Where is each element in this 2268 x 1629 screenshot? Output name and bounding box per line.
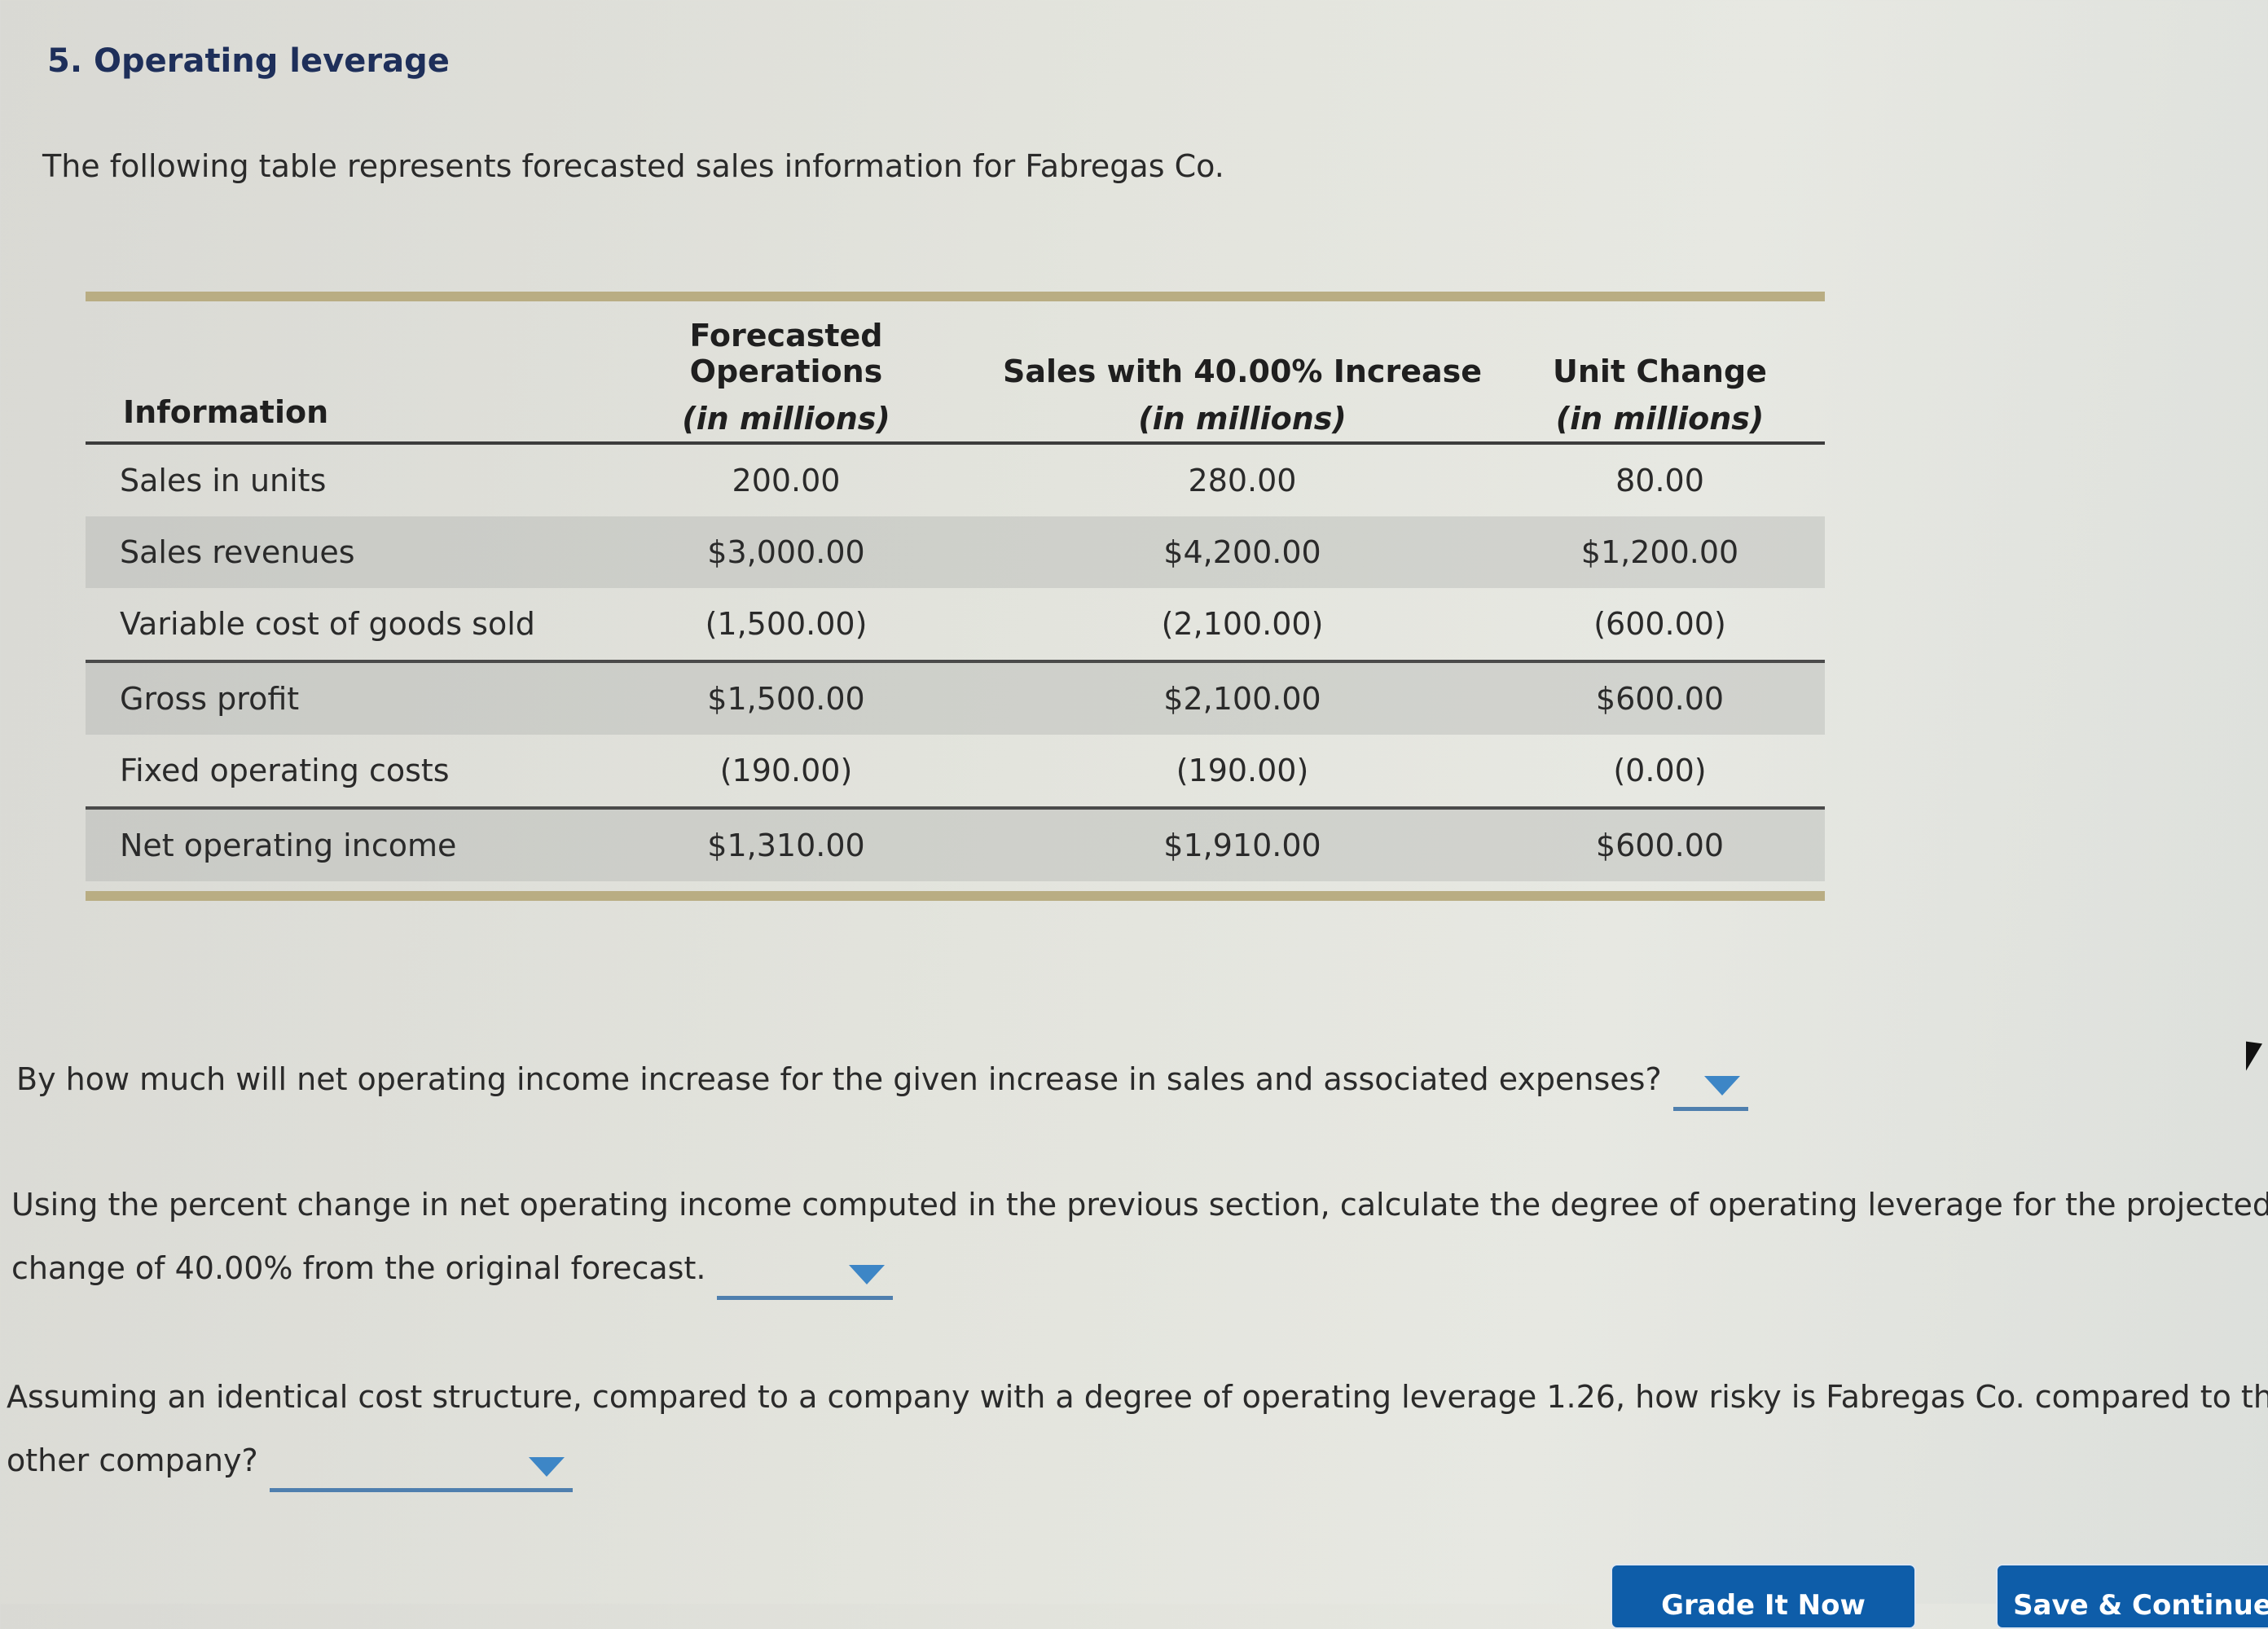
cell-forecast: (190.00) [719,753,853,788]
chevron-down-icon [1703,1076,1740,1096]
header-subtitle: (in millions) [1555,401,1765,437]
table-row: Fixed operating costs (190.00) (190.00) … [86,735,1825,808]
section-title: 5. Operating leverage [47,42,450,80]
question-3-text-cont: other company? [7,1442,258,1478]
cell-increase: $4,200.00 [990,516,1495,588]
header-subtitle: (in millions) [1138,401,1347,437]
cell-change: (0.00) [1613,753,1707,788]
header-title: Sales with 40.00% Increase [1003,353,1482,389]
cell-forecast: $1,310.00 [582,806,990,881]
question-2: Using the percent change in net operatin… [11,1173,2268,1300]
row-label: Sales revenues [86,516,582,588]
table-bottom-rule [86,891,1825,901]
table-header-row: Information Forecasted Operations (in mi… [86,301,1825,443]
save-continue-button[interactable]: Save & Continue [1996,1564,2268,1629]
question-3-text: Assuming an identical cost structure, co… [7,1379,2268,1415]
header-title: Information [123,394,329,430]
row-label: Fixed operating costs [120,753,450,788]
question-2-text-cont: change of 40.00% from the original forec… [11,1250,706,1286]
cell-change: $1,200.00 [1495,516,1825,588]
table-row: Variable cost of goods sold (1,500.00) (… [86,588,1825,661]
header-title: Unit Change [1553,353,1767,389]
table-row: Sales in units 200.00 280.00 80.00 [86,443,1825,516]
chevron-down-icon [528,1457,565,1477]
table-top-rule [86,292,1825,301]
question-2-text: Using the percent change in net operatin… [11,1187,2268,1223]
sales-forecast-table: Information Forecasted Operations (in mi… [86,292,1825,901]
row-label: Sales in units [120,463,327,498]
cell-increase: $2,100.00 [990,660,1495,735]
net-income-increase-dropdown[interactable] [1672,1069,1748,1111]
grade-it-now-button[interactable]: Grade It Now [1611,1564,1916,1629]
table-row: Net operating income $1,310.00 $1,910.00… [86,806,1825,881]
chevron-down-icon [849,1265,886,1284]
header-sales-increase: Sales with 40.00% Increase (in millions) [990,301,1495,443]
cell-increase: 280.00 [1188,463,1297,498]
header-forecasted-operations: Forecasted Operations (in millions) [582,301,990,443]
row-label: Variable cost of goods sold [120,606,535,642]
cell-increase: (2,100.00) [1161,606,1324,642]
cell-forecast: (1,500.00) [705,606,868,642]
header-unit-change: Unit Change (in millions) [1495,301,1825,443]
forecast-table: Information Forecasted Operations (in mi… [86,301,1825,881]
cell-forecast: 200.00 [732,463,841,498]
cell-change: (600.00) [1593,606,1726,642]
table-row: Gross profit $1,500.00 $2,100.00 $600.00 [86,660,1825,735]
cell-increase: $1,910.00 [990,806,1495,881]
question-1-text: By how much will net operating income in… [16,1061,1662,1097]
dol-dropdown[interactable] [717,1258,894,1300]
mouse-cursor-icon [2246,1041,2262,1074]
cell-change: $600.00 [1495,806,1825,881]
cell-increase: (190.00) [1176,753,1309,788]
cell-forecast: $3,000.00 [582,516,990,588]
header-subtitle: (in millions) [682,401,890,437]
risk-comparison-dropdown[interactable] [269,1451,573,1492]
intro-text: The following table represents forecaste… [42,148,1224,184]
question-1: By how much will net operating income in… [16,1047,1748,1111]
cell-change: 80.00 [1615,463,1704,498]
header-information: Information [86,301,582,443]
header-title: Forecasted Operations [689,318,883,389]
question-3: Assuming an identical cost structure, co… [7,1365,2268,1492]
row-label: Net operating income [86,806,582,881]
table-row: Sales revenues $3,000.00 $4,200.00 $1,20… [86,516,1825,588]
row-label: Gross profit [86,660,582,735]
cell-forecast: $1,500.00 [582,660,990,735]
cell-change: $600.00 [1495,660,1825,735]
